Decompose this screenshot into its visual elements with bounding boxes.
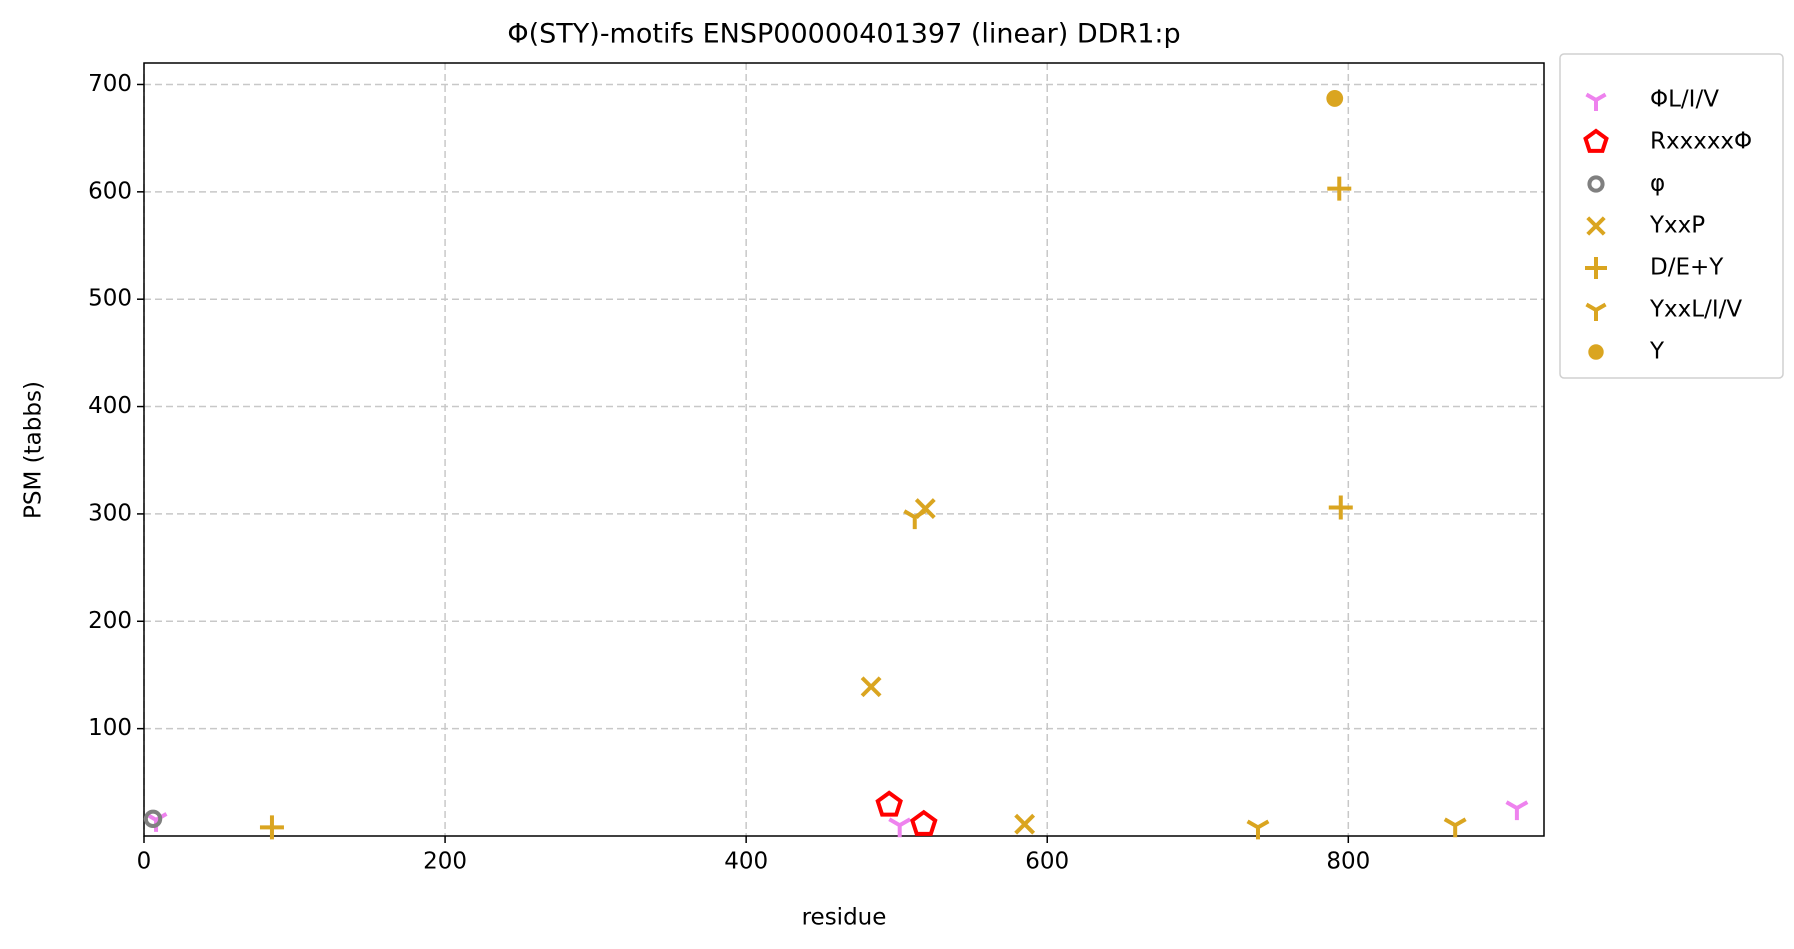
marker <box>1326 90 1344 107</box>
legend-label: RxxxxxΦ <box>1650 129 1752 155</box>
y-tick-label: 600 <box>88 178 132 204</box>
x-tick-label: 200 <box>423 849 467 875</box>
marker <box>1583 128 1609 153</box>
legend-label: φ <box>1650 171 1665 197</box>
marker <box>888 817 912 838</box>
legend-frame <box>1559 53 1784 379</box>
x-axis-label: residue <box>802 905 887 931</box>
marker <box>860 676 882 698</box>
marker <box>1585 257 1607 279</box>
marker <box>903 509 927 530</box>
y-tick-label: 700 <box>88 71 132 97</box>
chart-title: Φ(STY)-motifs ENSP00000401397 (linear) D… <box>507 19 1180 50</box>
y-tick-label: 500 <box>88 286 132 312</box>
x-tick-label: 0 <box>137 849 152 875</box>
marker <box>1585 302 1607 321</box>
marker <box>1505 800 1529 821</box>
x-tick-label: 600 <box>1025 849 1069 875</box>
marker <box>910 809 938 836</box>
y-tick-label: 400 <box>88 393 132 419</box>
legend-label: D/E+Y <box>1650 255 1724 281</box>
marker <box>259 815 284 840</box>
legend-label: YxxL/I/V <box>1649 297 1742 323</box>
marker <box>1585 92 1607 111</box>
x-tick-label: 800 <box>1326 849 1370 875</box>
legend-label: Y <box>1649 339 1665 365</box>
marker <box>1443 817 1467 838</box>
marker <box>1327 176 1352 201</box>
plot-frame <box>143 62 1545 837</box>
y-tick-label: 300 <box>88 500 132 526</box>
x-tick-label: 400 <box>724 849 768 875</box>
marker <box>1014 813 1036 835</box>
marker <box>1586 216 1606 236</box>
legend-label: YxxP <box>1649 213 1705 239</box>
marker <box>1587 175 1605 193</box>
marker <box>143 809 163 829</box>
marker <box>1328 495 1353 520</box>
marker <box>1246 819 1270 840</box>
legend-label: ΦL/I/V <box>1650 87 1719 113</box>
y-axis-label: PSM (tabbs) <box>21 381 47 519</box>
marker <box>875 790 903 817</box>
y-tick-label: 200 <box>88 608 132 634</box>
marker <box>1588 344 1604 360</box>
y-tick-label: 100 <box>88 715 132 741</box>
